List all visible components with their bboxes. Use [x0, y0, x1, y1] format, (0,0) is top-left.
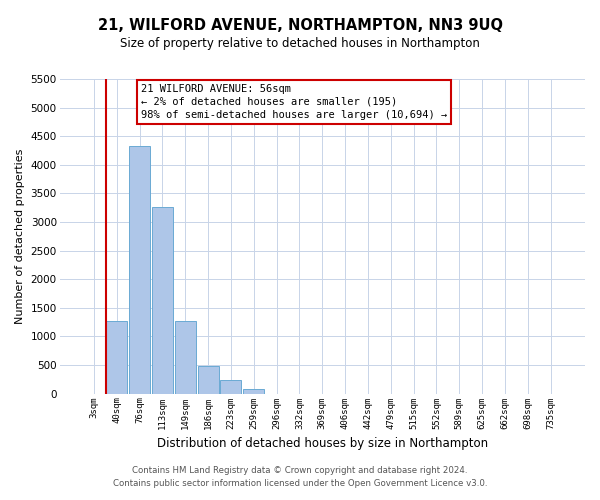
Text: 21, WILFORD AVENUE, NORTHAMPTON, NN3 9UQ: 21, WILFORD AVENUE, NORTHAMPTON, NN3 9UQ: [97, 18, 503, 32]
X-axis label: Distribution of detached houses by size in Northampton: Distribution of detached houses by size …: [157, 437, 488, 450]
Text: Size of property relative to detached houses in Northampton: Size of property relative to detached ho…: [120, 38, 480, 51]
Bar: [129, 146, 150, 394]
Bar: [243, 389, 264, 394]
Bar: [220, 380, 241, 394]
Bar: [175, 320, 196, 394]
Text: Contains HM Land Registry data © Crown copyright and database right 2024.
Contai: Contains HM Land Registry data © Crown c…: [113, 466, 487, 487]
Bar: [152, 207, 173, 394]
Bar: [106, 321, 127, 394]
Bar: [197, 366, 218, 394]
Y-axis label: Number of detached properties: Number of detached properties: [15, 148, 25, 324]
Text: 21 WILFORD AVENUE: 56sqm
← 2% of detached houses are smaller (195)
98% of semi-d: 21 WILFORD AVENUE: 56sqm ← 2% of detache…: [141, 84, 447, 120]
